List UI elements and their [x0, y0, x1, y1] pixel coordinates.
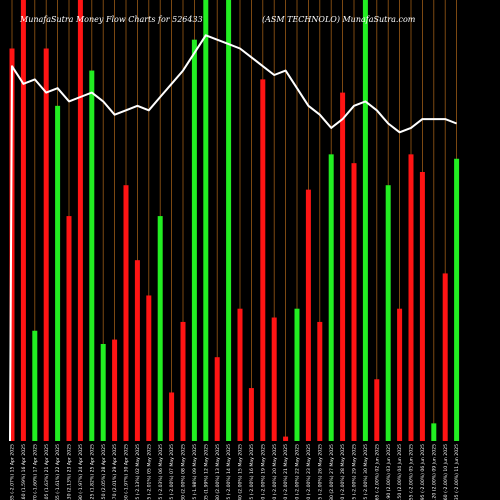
bar — [271, 317, 277, 441]
x-tick-label: 881.55 (-2.00%) 05 Jun 2025 — [409, 444, 415, 500]
x-tick-label: 881.20 (2.00%) 09 Jun 2025 — [431, 444, 437, 500]
x-tick-label: 846.35 (-2.00%) 11 Jun 2025 — [454, 444, 460, 500]
bar — [328, 154, 334, 441]
x-tick-label: 1127.70 (2.01%) 29 Apr 2025 — [112, 444, 118, 500]
x-tick-label: 881.90 (2.00%) 03 Jun 2025 — [386, 444, 392, 500]
x-tick-label: 1083.25 (1.82%) 25 Apr 2025 — [89, 444, 95, 500]
x-tick-label: 1085.30 (2.13%) 23 Apr 2025 — [67, 444, 73, 500]
x-tick-label: 864.65 (-2.00%) 02 Jun 2025 — [374, 444, 380, 500]
bar — [260, 79, 266, 441]
x-tick-label: 1063.90 (-1.97%) 24 Apr 2025 — [78, 444, 84, 500]
bar — [237, 308, 243, 441]
x-tick-label: 1038.30 (2.00%) 08 May 2025 — [181, 444, 187, 500]
bar — [419, 171, 425, 442]
bar-series — [9, 0, 460, 442]
bar — [214, 357, 220, 441]
x-tick-label: 1105.50 (-1.97%) 30 Apr 2025 — [124, 444, 130, 500]
bar — [89, 70, 95, 441]
bar — [157, 216, 163, 441]
x-tick-label: 976.30 (-2.00%) 21 May 2025 — [283, 444, 289, 500]
bar — [66, 216, 72, 441]
bar — [385, 185, 391, 441]
bar — [55, 105, 61, 441]
x-tick-label: 1081.95 (-2.13%) 02 May 2025 — [135, 444, 141, 500]
bar — [454, 158, 460, 441]
bar — [180, 321, 186, 441]
bar — [100, 343, 106, 441]
x-tick-label: 1057.35 (-2.07%) 15 Apr 2025 — [10, 444, 16, 500]
bar — [112, 339, 118, 441]
x-tick-label: 1058.40 (2.00%) 15 May 2025 — [238, 444, 244, 500]
money-flow-line-layer — [9, 34, 457, 442]
x-tick-label: 1058.80 (2.00%) 13 May 2025 — [215, 444, 221, 500]
x-tick-label: 1037.65 (-2.00%) 14 May 2025 — [226, 444, 232, 500]
bar — [408, 154, 414, 441]
x-tick-label: 1037.25 (-2.00%) 16 May 2025 — [249, 444, 255, 500]
bar — [431, 423, 437, 441]
x-tick-label: 956.80 (-2.00%) 22 May 2025 — [295, 444, 301, 500]
x-tick-label: 1038.75 (-2.03%) 06 May 2025 — [158, 444, 164, 500]
bar — [351, 163, 357, 442]
bar — [20, 0, 26, 441]
bar — [134, 260, 140, 441]
bar — [203, 0, 209, 441]
chart-title-right: (ASM TECHNOLO) MunafaSutra.com — [262, 15, 416, 24]
x-tick-label: 1062.70 (-1.60%) 17 Apr 2025 — [32, 444, 38, 500]
x-tick-label: 1060.25 (-2.01%) 05 May 2025 — [146, 444, 152, 500]
bar — [340, 92, 346, 442]
x-tick-label: 863.95 (-2.00%) 06 Jun 2025 — [420, 444, 426, 500]
money-flow-line — [9, 34, 457, 442]
bar — [32, 330, 38, 441]
bar — [43, 48, 49, 441]
bar — [294, 308, 300, 441]
bar — [442, 273, 448, 441]
x-tick-label: 1062.65 (-1.61%) 22 Apr 2025 — [55, 444, 61, 500]
x-tick-label: 1017.75 (-1.98%) 09 May 2025 — [192, 444, 198, 500]
bar — [169, 392, 175, 441]
x-tick-labels: 1057.35 (-2.07%) 15 Apr 2025 1079.60 (1.5… — [10, 444, 461, 500]
x-tick-label: 1017.95 (-2.00%) 07 May 2025 — [169, 444, 175, 500]
x-tick-label: 937.30 (2.00%) 27 May 2025 — [329, 444, 335, 500]
x-tick-label: 1105.50 (2.05%) 28 Apr 2025 — [101, 444, 107, 500]
x-tick-label: 937.70 (-2.00%) 23 May 2025 — [306, 444, 312, 500]
x-tick-label: 1080.05 (1.63%) 21 Apr 2025 — [44, 444, 50, 500]
x-tick-label: 1016.50 (-2.00%) 19 May 2025 — [260, 444, 266, 500]
x-tick-label: 899.50 (2.00%) 04 Jun 2025 — [397, 444, 403, 500]
x-tick-label: 918.60 (-2.00%) 28 May 2025 — [340, 444, 346, 500]
bar — [305, 189, 311, 441]
x-tick-label: 882.25 (-2.00%) 30 May 2025 — [363, 444, 369, 500]
x-tick-label: 996.20 (-2.00%) 20 May 2025 — [272, 444, 278, 500]
x-tick-label: 900.25 (-2.00%) 29 May 2025 — [352, 444, 358, 500]
chart-title-left: MunafaSutra Money Flow Charts for 526433 — [19, 15, 203, 24]
x-tick-label: 1038.05 (1.99%) 12 May 2025 — [203, 444, 209, 500]
bar — [146, 295, 152, 441]
x-tick-label: 1079.60 (1.59%) 16 Apr 2025 — [21, 444, 27, 500]
bar — [123, 185, 129, 441]
bar — [191, 39, 197, 441]
bar — [248, 388, 254, 441]
bar — [226, 0, 232, 441]
bar — [317, 321, 323, 441]
bar — [362, 0, 368, 441]
bar — [374, 379, 380, 441]
x-tick-label: 918.95 (-2.00%) 26 May 2025 — [317, 444, 323, 500]
bar — [77, 0, 83, 441]
x-tick-label: 863.60 (-2.00%) 10 Jun 2025 — [443, 444, 449, 500]
bar — [397, 308, 403, 441]
bar — [283, 436, 289, 441]
